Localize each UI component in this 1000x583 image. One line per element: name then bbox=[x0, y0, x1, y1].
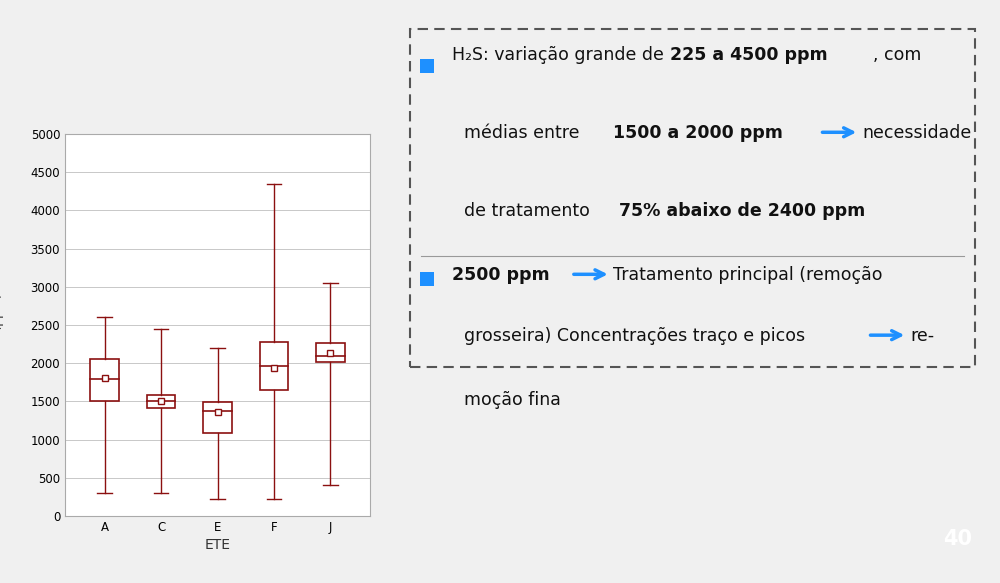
Text: H₂S: variação grande de: H₂S: variação grande de bbox=[452, 46, 670, 64]
Text: necessidade: necessidade bbox=[862, 124, 971, 142]
Text: 225 a 4500 ppm: 225 a 4500 ppm bbox=[670, 46, 828, 64]
Text: H₂S (ppm): H₂S (ppm) bbox=[0, 293, 4, 357]
Text: médias entre: médias entre bbox=[464, 124, 585, 142]
Text: moção fina: moção fina bbox=[464, 391, 561, 409]
Text: 2500 ppm: 2500 ppm bbox=[452, 266, 550, 284]
Bar bbox=[90, 359, 119, 401]
Bar bbox=[147, 395, 175, 408]
X-axis label: ETE: ETE bbox=[205, 538, 230, 552]
Text: 75% abaixo de 2400 ppm: 75% abaixo de 2400 ppm bbox=[619, 202, 865, 220]
Text: grosseira) Concentrações traço e picos: grosseira) Concentrações traço e picos bbox=[464, 326, 810, 345]
Text: 40: 40 bbox=[943, 529, 972, 549]
Text: , com: , com bbox=[873, 46, 922, 64]
Bar bbox=[316, 343, 345, 361]
Text: re-: re- bbox=[910, 326, 934, 345]
Bar bbox=[203, 402, 232, 434]
Bar bbox=[260, 342, 288, 390]
Text: Tratamento principal (remoção: Tratamento principal (remoção bbox=[613, 266, 883, 284]
Text: 1500 a 2000 ppm: 1500 a 2000 ppm bbox=[613, 124, 783, 142]
Text: de tratamento: de tratamento bbox=[464, 202, 595, 220]
